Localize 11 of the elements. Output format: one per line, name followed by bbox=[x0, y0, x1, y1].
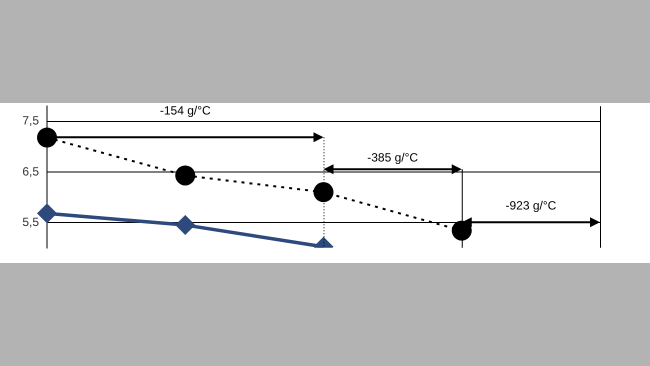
point bbox=[314, 182, 334, 202]
point bbox=[175, 165, 196, 186]
annotation: -923 g/°C bbox=[505, 198, 557, 213]
y-tick-label: 7,5 bbox=[22, 114, 40, 128]
y-tick-label: 6,5 bbox=[22, 164, 40, 178]
point bbox=[37, 203, 57, 224]
point bbox=[37, 128, 57, 148]
annotation: -385 g/°C bbox=[367, 150, 418, 165]
point bbox=[175, 215, 196, 236]
y-tick-label: 5,5 bbox=[22, 214, 40, 229]
annotation: -154 g/°C bbox=[160, 104, 211, 118]
